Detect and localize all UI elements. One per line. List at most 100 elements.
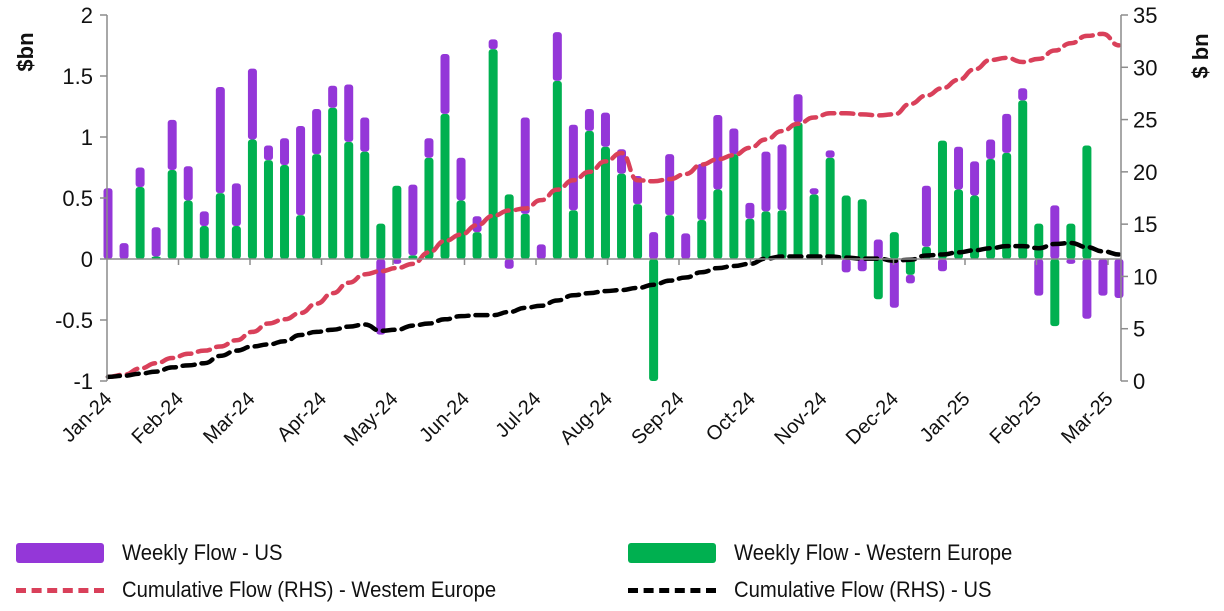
bar-we-weekly	[392, 185, 402, 259]
right-axis-title: $ bn	[1188, 33, 1213, 78]
bar-us-weekly	[392, 259, 402, 264]
bar-us-weekly	[103, 188, 113, 259]
legend-label-we-weekly: Weekly Flow - Western Europe	[734, 540, 1013, 565]
bar-us-weekly	[520, 117, 530, 214]
bar-us-weekly	[280, 138, 290, 166]
bar-we-weekly	[360, 151, 370, 259]
bar-us-weekly	[681, 233, 691, 259]
bar-us-weekly	[504, 259, 514, 269]
bar-us-weekly	[296, 126, 306, 216]
bar-we-weekly	[841, 195, 851, 259]
bar-we-weekly	[1002, 152, 1012, 259]
lines-layer	[105, 31, 1122, 380]
bar-we-weekly	[135, 187, 145, 259]
x-tick-label: Aug-24	[556, 388, 617, 449]
legend-item-we-weekly: Weekly Flow - Western Europe	[612, 536, 1036, 570]
bar-we-weekly	[1034, 223, 1044, 259]
bar-we-weekly	[408, 255, 418, 259]
bar-us-weekly	[536, 244, 546, 259]
bar-us-weekly	[376, 259, 386, 335]
bar-we-weekly	[729, 154, 739, 259]
bar-we-weekly	[312, 154, 322, 259]
x-tick-label: Dec-24	[842, 388, 903, 449]
x-tick-label: Nov-24	[770, 388, 831, 449]
bar-we-weekly	[889, 232, 899, 259]
bar-us-weekly	[633, 176, 643, 205]
left-y-tick-label: 1	[81, 125, 93, 150]
right-y-tick-label: 30	[1133, 55, 1157, 80]
bar-us-weekly	[1050, 205, 1060, 259]
bar-us-weekly	[825, 150, 835, 158]
bar-us-weekly	[905, 274, 915, 284]
bar-us-weekly	[665, 154, 675, 216]
bar-we-weekly	[488, 49, 498, 259]
bar-us-weekly	[729, 128, 739, 155]
x-tick-label: Feb-24	[128, 388, 188, 448]
bar-we-weekly	[600, 146, 610, 259]
x-tick-label: Sep-24	[627, 388, 688, 449]
bar-us-weekly	[697, 163, 707, 220]
bar-us-weekly	[745, 202, 755, 219]
bar-us-weekly	[1098, 259, 1108, 296]
bar-we-weekly	[231, 226, 241, 259]
bar-us-weekly	[889, 259, 899, 308]
bar-us-weekly	[424, 138, 434, 158]
bar-us-weekly	[488, 39, 498, 50]
bar-we-weekly	[440, 113, 450, 259]
bar-we-weekly	[970, 195, 980, 259]
legend-item-us-weekly: Weekly Flow - US	[0, 536, 296, 570]
left-y-tick-label: 0	[81, 247, 93, 272]
bar-we-weekly	[986, 158, 996, 259]
bar-us-weekly	[183, 166, 193, 201]
x-tick-label: Feb-25	[986, 388, 1046, 448]
bar-us-weekly	[1034, 259, 1044, 296]
legend-swatch-we-cumulative	[16, 587, 104, 593]
bar-us-weekly	[344, 84, 354, 142]
bar-we-weekly	[263, 160, 273, 259]
bar-us-weekly	[970, 161, 980, 196]
bar-us-weekly	[263, 145, 273, 161]
bar-we-weekly	[857, 199, 867, 259]
bar-we-weekly	[713, 189, 723, 259]
x-tick-label: Mar-24	[199, 388, 259, 448]
legend-item-we-cumulative: Cumulative Flow (RHS) - Westem Europe	[0, 573, 529, 607]
bar-us-weekly	[793, 94, 803, 123]
bar-we-weekly	[215, 193, 225, 259]
bar-we-weekly	[1082, 145, 1092, 259]
line-us-cumulative	[105, 240, 1122, 380]
right-y-tick-label: 5	[1133, 317, 1145, 342]
bar-we-weekly	[873, 259, 883, 300]
bars-layer	[103, 32, 1124, 381]
bar-us-weekly	[215, 86, 225, 194]
legend-item-us-cumulative: Cumulative Flow (RHS) - US	[612, 573, 1014, 607]
x-tick-label: Jan-25	[916, 388, 975, 447]
bar-us-weekly	[986, 139, 996, 159]
left-y-tick-label: 0.5	[62, 186, 93, 211]
legend-swatch-us-cumulative	[628, 587, 716, 593]
bar-us-weekly	[921, 185, 931, 247]
x-tick-label: Jun-24	[415, 388, 474, 447]
x-tick-label: Apr-24	[273, 388, 331, 446]
left-y-tick-label: -0.5	[55, 308, 93, 333]
bar-we-weekly	[280, 165, 290, 259]
bar-we-weekly	[167, 169, 177, 259]
bar-us-weekly	[1082, 259, 1092, 319]
legend-label-us-weekly: Weekly Flow - US	[122, 540, 283, 565]
right-y-tick-label: 15	[1133, 212, 1157, 237]
left-y-tick-label: 2	[81, 3, 93, 28]
bar-us-weekly	[1066, 259, 1076, 264]
bar-us-weekly	[1114, 259, 1124, 299]
legend-swatch-we-weekly	[628, 543, 716, 563]
bar-us-weekly	[135, 167, 145, 188]
bar-us-weekly	[649, 232, 659, 259]
bar-us-weekly	[809, 188, 819, 195]
bar-us-weekly	[231, 183, 241, 227]
bar-us-weekly	[552, 32, 562, 81]
bar-we-weekly	[568, 210, 578, 259]
bar-we-weekly	[247, 139, 257, 259]
bar-us-weekly	[600, 112, 610, 147]
bar-us-weekly	[312, 108, 322, 155]
legend-swatch-us-weekly	[16, 543, 104, 563]
bar-us-weekly	[584, 108, 594, 131]
bar-us-weekly	[247, 68, 257, 140]
